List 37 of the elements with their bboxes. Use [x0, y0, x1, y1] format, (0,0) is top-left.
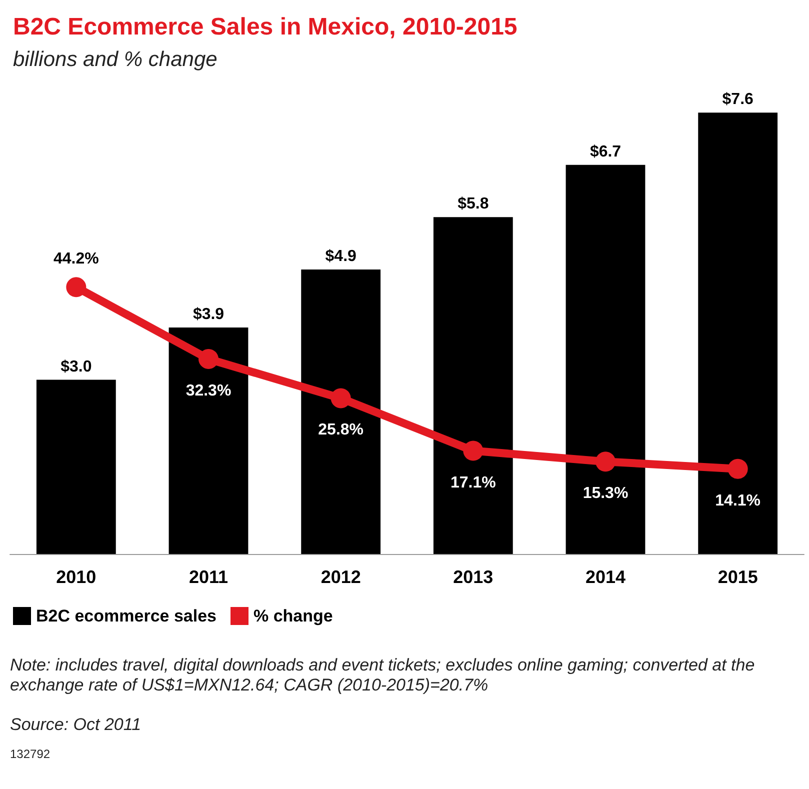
data-label: $5.8 — [458, 196, 489, 213]
data-label: 44.2% — [53, 250, 99, 268]
data-label: $3.9 — [192, 306, 224, 324]
bar — [168, 328, 248, 554]
data-label: $3.0 — [60, 358, 92, 376]
point — [463, 440, 484, 461]
text: Note: includes travel, digital downloads and event tickets; excludes online gaming; converted at the exchange rate of US$1=MXN12.64; CAGR (2010-2015)=20.7% — [10, 656, 760, 694]
legend-label: % change — [254, 606, 333, 626]
data-label: 15.3% — [582, 485, 628, 502]
data-label: 17.1% — [450, 474, 496, 492]
data-label: 32.3% — [186, 382, 232, 400]
x-tick-label: 2015 — [718, 567, 758, 587]
chart-subtitle: billions and % change — [13, 48, 218, 71]
x-tick-label: 2013 — [453, 567, 494, 587]
x-tick-label: 2010 — [56, 567, 96, 587]
chart-title: B2C Ecommerce Sales in Mexico, 2010-2015 — [13, 14, 518, 40]
point — [198, 348, 218, 369]
x-tick-label: 2011 — [188, 567, 228, 587]
data-label: $7.6 — [722, 91, 754, 108]
data-label: 14.1% — [715, 492, 761, 510]
legend-label: B2C ecommerce sales — [36, 606, 217, 626]
bar — [433, 217, 513, 554]
data-label: $6.7 — [590, 143, 622, 160]
data-label: 25.8% — [318, 422, 364, 439]
bar — [36, 380, 116, 554]
point — [66, 277, 86, 298]
point — [330, 388, 351, 408]
data-label: $4.9 — [325, 248, 357, 265]
text: 132792 — [10, 747, 50, 761]
bar — [698, 112, 778, 554]
point — [596, 452, 616, 472]
source-note: Source: Oct 2011 — [10, 715, 142, 734]
x-tick-label: 2012 — [320, 567, 361, 587]
x-tick-label: 2014 — [585, 567, 626, 587]
bar — [566, 164, 646, 554]
point — [728, 458, 748, 479]
bar — [301, 269, 381, 554]
